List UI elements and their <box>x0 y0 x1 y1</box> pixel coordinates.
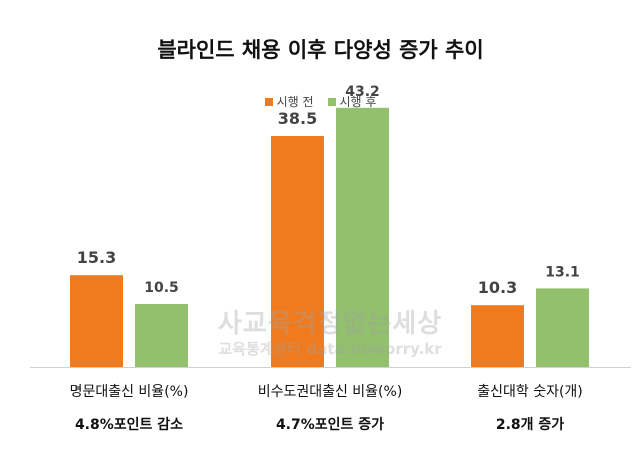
bar-after-0 <box>135 304 188 367</box>
data-label-after-1: 43.2 <box>345 84 380 100</box>
legend-item-before: 시행 전 <box>264 93 314 110</box>
data-label-before-0: 15.3 <box>77 248 116 267</box>
data-label-before-2: 10.3 <box>478 278 517 297</box>
data-label-before-1: 38.5 <box>278 109 317 128</box>
chart-title: 블라인드 채용 이후 다양성 증가 추이 <box>157 38 484 62</box>
category-note-0: 4.8%포인트 감소 <box>74 417 184 433</box>
bar-before-2 <box>471 305 524 367</box>
legend-label-after: 시행 후 <box>339 95 377 109</box>
category-label-2: 출신대학 숫자(개) <box>477 384 583 400</box>
category-label-0: 명문대출신 비율(%) <box>69 384 189 400</box>
legend-swatch-after <box>327 97 336 106</box>
data-label-after-0: 10.5 <box>144 280 179 296</box>
category-note-2: 2.8개 증가 <box>495 417 565 433</box>
bar-before-1 <box>271 136 324 367</box>
category-label-1: 비수도권대출신 비율(%) <box>257 384 403 400</box>
bar-before-0 <box>70 275 123 367</box>
legend-label-before: 시행 전 <box>276 95 314 109</box>
category-note-1: 4.7%포인트 증가 <box>275 417 385 433</box>
data-label-after-2: 13.1 <box>545 264 580 280</box>
legend: 시행 전 시행 후 <box>0 93 641 110</box>
legend-item-after: 시행 후 <box>327 93 377 110</box>
bar-after-1 <box>336 107 389 368</box>
legend-swatch-before <box>264 97 273 106</box>
bar-after-2 <box>536 288 589 367</box>
